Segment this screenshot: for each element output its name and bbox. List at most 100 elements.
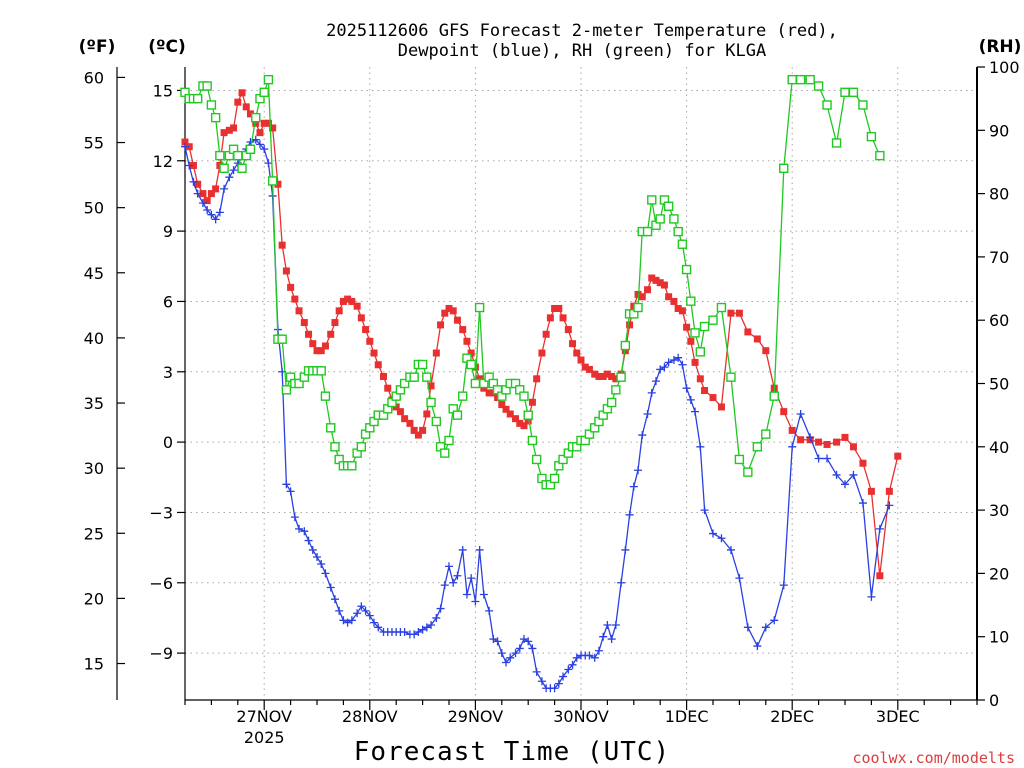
temperature-point [585,365,593,373]
rh-point [611,385,621,395]
temperature-point [189,161,197,169]
rh-tick-label: 60 [989,311,1009,330]
rh-tick-label: 50 [989,375,1009,394]
dewpoint-point [594,646,603,655]
dewpoint-point [678,360,687,369]
rh-point [479,378,489,389]
temperature-point [841,433,849,441]
dewpoint-point [753,642,762,651]
dewpoint-point [286,487,295,496]
temperature-point [599,372,607,380]
temperature-point [380,372,388,380]
dewpoint-point [568,660,577,669]
temperature-point [374,361,382,369]
dewpoint-point [709,529,717,538]
dewpoint-point [203,206,212,215]
rh-point [233,150,243,161]
dewpoint-point [264,159,273,168]
dewpoint-point [308,545,317,554]
dewpoint-point [211,215,220,224]
rh-point [642,226,653,237]
rh-point [356,442,367,452]
temperature-point [463,337,471,345]
temperature-point [603,370,611,378]
celsius-tick-label: −3 [149,503,173,522]
temperature-point [833,438,841,446]
temperature-point [512,415,520,423]
dewpoint-point [467,574,476,583]
x-tick-label: 28NOV [342,707,398,726]
temperature-point [608,372,616,380]
dewpoint-point [528,644,537,653]
dewpoint-point [611,620,620,629]
temperature-point [264,119,272,127]
temperature-point [520,422,528,430]
temperature-point [453,316,461,324]
dewpoint-point [414,628,423,637]
rh-point [458,391,468,401]
temperature-point [634,290,642,298]
temperature-point [885,487,893,495]
dewpoint-point [485,606,494,615]
dewpoint-point [295,524,304,533]
dewpoint-point [638,431,647,440]
temperature-point [701,387,709,395]
temperature-point [876,572,884,580]
rh-point [584,429,595,439]
temperature-point [727,309,735,317]
celsius-tick-label: 15 [153,81,173,100]
temperature-point [185,143,193,151]
temperature-point [282,267,290,275]
temperature-point [823,440,831,448]
temperature-point [867,487,875,495]
rh-point [326,423,336,433]
temperature-point [357,314,365,322]
dewpoint-point [634,466,643,475]
temperature-point [370,349,378,357]
temperature-point [362,326,370,334]
rh-tick-label: 10 [989,628,1009,647]
rh-point [409,372,419,382]
dewpoint-point [696,442,705,451]
rh-tick-label: 40 [989,438,1009,457]
dewpoint-point [717,534,726,543]
temperature-point [696,375,704,383]
temperature-point [401,415,409,423]
temperature-point [432,349,440,357]
celsius-unit-label: (ºC) [148,37,186,57]
rh-point [779,163,789,173]
dewpoint-point [686,395,695,404]
rh-point [840,87,850,98]
temperature-point [449,307,457,315]
temperature-point [305,330,313,338]
rh-point [440,448,450,458]
dewpoint-point [462,590,471,599]
dewpoint-point [691,407,700,416]
rh-point [267,176,278,186]
rh-point [210,112,221,123]
dewpoint-point [422,623,431,632]
dewpoint-point [229,166,238,175]
rh-point [726,372,736,382]
rh-point [663,201,674,211]
rh-point [316,366,326,376]
temperature-point [573,349,581,357]
dewpoint-point [796,409,805,418]
dewpoint-point [726,545,735,554]
rh-point [752,442,763,452]
dewpoint-point [554,679,563,688]
dewpoint-point [858,499,867,508]
temperature-point [423,410,431,418]
rh-point [347,461,357,471]
temperature-point [234,98,242,106]
rh-point [769,391,779,401]
temperature-point [660,281,668,289]
dewpoint-point [475,545,484,554]
series-celsius-filled-square [181,89,902,580]
temperature-point [595,372,603,380]
temperature-point [321,342,329,350]
temperature-point [498,401,506,409]
dewpoint-point [361,606,370,615]
temperature-point [687,337,695,345]
